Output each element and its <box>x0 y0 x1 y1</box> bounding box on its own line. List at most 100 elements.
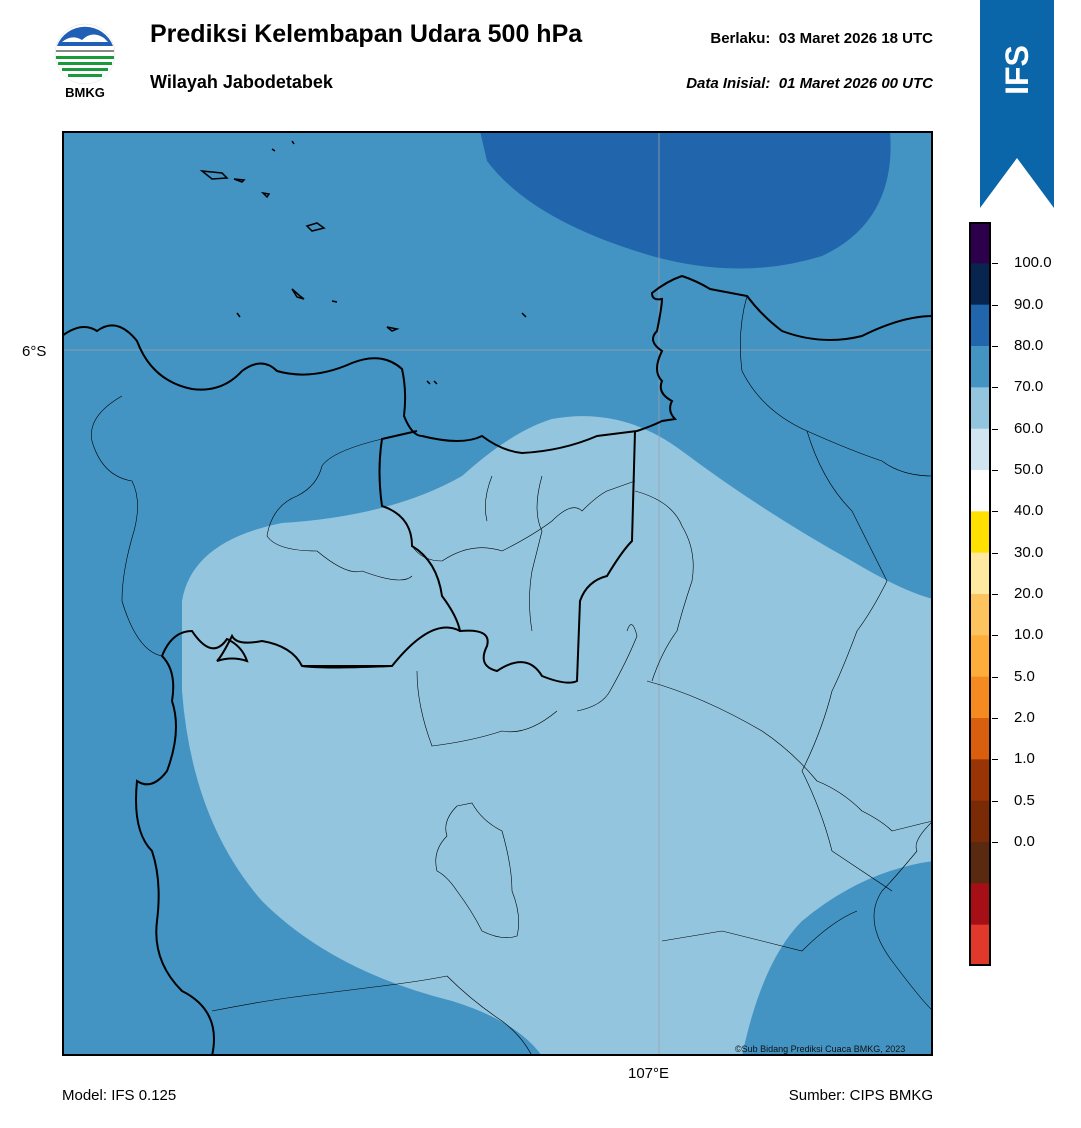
humidity-band-60-70 <box>182 416 933 1056</box>
humidity-map <box>62 131 933 1056</box>
colorbar-tick-label: 10.0 <box>1014 626 1044 644</box>
colorbar-tick <box>992 511 998 513</box>
regency-border <box>91 395 163 657</box>
ifs-ribbon <box>980 0 1054 208</box>
regency-border <box>266 438 413 581</box>
regency-border <box>646 680 933 832</box>
colorbar-segment <box>970 635 990 678</box>
island <box>236 312 241 318</box>
valid-label: Berlaku: <box>710 30 771 47</box>
colorbar-tick-label: 0.0 <box>1014 833 1035 850</box>
island <box>386 326 400 332</box>
island <box>291 140 295 145</box>
colorbar-tick <box>992 346 998 347</box>
colorbar-tick <box>992 759 998 761</box>
colorbar-tick <box>992 387 998 389</box>
colorbar-tick <box>992 428 998 430</box>
colorbar-segment <box>970 263 990 306</box>
region-subtitle: Wilayah Jabodetabek <box>150 72 333 92</box>
logo-text: BMKG <box>65 85 105 100</box>
longitude-label: 107°E <box>628 1065 670 1082</box>
regency-border <box>416 670 558 747</box>
colorbar-tick <box>992 552 998 554</box>
map-credit: ©Sub Bidang Prediksi Cuaca BMKG, 2023 <box>735 1044 906 1054</box>
colorbar-tick-label: 80.0 <box>1014 337 1044 354</box>
colorbar-tick <box>992 842 998 843</box>
coastline <box>62 274 933 455</box>
colorbar-tick-label: 70.0 <box>1014 378 1044 396</box>
island <box>233 178 246 183</box>
regency-border <box>661 910 858 952</box>
colorbar-tick <box>992 470 998 471</box>
island <box>331 300 338 303</box>
colorbar-segment <box>970 304 990 347</box>
colorbar-tick-label: 90.0 <box>1014 295 1044 313</box>
colorbar-tick-label: 40.0 <box>1014 502 1044 520</box>
colorbar-tick <box>992 800 998 802</box>
latitude-label: 6°S <box>22 343 47 360</box>
colorbar-frame <box>969 222 991 966</box>
regency-border <box>435 802 519 938</box>
island <box>271 148 276 152</box>
colorbar-segment <box>970 676 990 719</box>
island <box>260 191 271 199</box>
colorbar-segment <box>970 594 990 636</box>
colorbar-segment <box>970 470 990 512</box>
island <box>426 380 438 385</box>
colorbar-tick-label: 100.0 <box>1014 254 1052 272</box>
init-time: Data Inisial: 01 Maret 2026 00 UTC <box>560 75 933 92</box>
colorbar-tick <box>992 594 998 595</box>
island <box>291 288 305 300</box>
colorbar-tick <box>992 676 998 678</box>
valid-value: 03 Maret 2026 18 UTC <box>778 30 933 47</box>
init-label: Data Inisial: <box>686 75 771 92</box>
colorbar-tick-label: 0.5 <box>1014 791 1035 809</box>
regency-border <box>576 624 638 712</box>
regency-border <box>873 820 933 1012</box>
colorbar-tick-label: 5.0 <box>1014 667 1035 685</box>
init-value: 01 Maret 2026 00 UTC <box>778 75 933 92</box>
colorbar-segment <box>970 759 990 802</box>
regency-border <box>801 430 893 892</box>
province-border <box>378 430 636 684</box>
map-frame <box>62 131 933 1056</box>
island <box>199 170 229 180</box>
humidity-band-80-90 <box>480 131 891 269</box>
regency-border <box>740 295 933 477</box>
colorbar-tick-label: 20.0 <box>1014 585 1044 602</box>
regency-border <box>485 475 543 632</box>
colorbar-segment <box>970 387 990 430</box>
colorbar-tick-label: 30.0 <box>1014 543 1044 561</box>
colorbar <box>969 222 991 966</box>
colorbar-segment <box>970 222 990 264</box>
colorbar-tick <box>992 263 998 265</box>
source-label: Sumber: CIPS BMKG <box>788 1087 933 1104</box>
bmkg-logo-icon <box>54 23 116 85</box>
colorbar-segment <box>970 842 990 884</box>
regency-border <box>634 490 694 682</box>
ifs-ribbon-text: IFS <box>999 45 1035 95</box>
province-border <box>135 626 461 1056</box>
colorbar-tick <box>992 635 998 637</box>
colorbar-segment <box>970 346 990 388</box>
colorbar-tick-label: 2.0 <box>1014 709 1035 726</box>
colorbar-tick-label: 60.0 <box>1014 419 1044 437</box>
model-label: Model: IFS 0.125 <box>62 1087 177 1104</box>
colorbar-segment <box>970 800 990 843</box>
regency-border <box>411 480 636 562</box>
colorbar-segment <box>970 924 990 966</box>
colorbar-segment <box>970 428 990 471</box>
colorbar-segment <box>970 552 990 595</box>
regency-border <box>211 975 533 1056</box>
colorbar-tick-label: 1.0 <box>1014 750 1035 768</box>
valid-time: Berlaku: 03 Maret 2026 18 UTC <box>600 30 933 47</box>
island <box>521 312 527 318</box>
colorbar-tick-label: 50.0 <box>1014 461 1044 478</box>
colorbar-segment <box>970 883 990 926</box>
colorbar-segment <box>970 718 990 760</box>
island <box>305 222 326 232</box>
ifs-ribbon-label: IFS <box>999 45 1035 95</box>
colorbar-tick <box>992 304 998 306</box>
colorbar-tick <box>992 718 998 719</box>
page-title: Prediksi Kelembapan Udara 500 hPa <box>150 20 583 48</box>
